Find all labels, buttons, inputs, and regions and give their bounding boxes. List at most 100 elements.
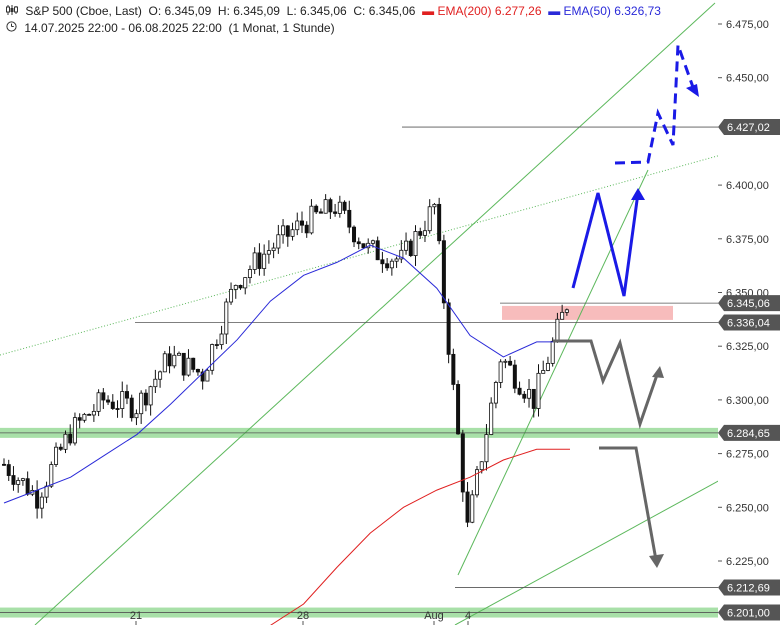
price-tick-label: 6.275,00 [726,449,769,461]
candle-body [517,387,522,395]
candle-body [63,433,68,450]
ema50-legend-value: 6.326,73 [614,4,661,18]
candle-body [82,413,87,421]
ohlc-row: S&P 500 (Cboe, Last) O: 6.345,09 H: 6.34… [6,4,661,19]
price-label-text: 6.212,69 [727,582,770,594]
candle-body [333,211,338,214]
zones-layer [0,305,718,618]
bull-dashed-arrowhead [686,84,699,97]
candle-body [129,397,134,419]
candle-body [385,263,390,269]
candle-body [370,240,375,244]
uptrend-line-steep [457,169,649,576]
candle-body [167,353,172,367]
bear-breakdown-arrowhead [649,554,664,568]
clock-icon [6,21,17,36]
candle-body [54,446,59,465]
candle-body [106,399,111,403]
candle-body [96,392,101,412]
candle-body [124,391,129,399]
candle-body [375,240,380,261]
candle-body [115,408,120,410]
candle-body [309,205,314,234]
price-label-tag [718,314,780,331]
price-label-text: 6.427,02 [727,122,770,134]
candle-body [361,243,366,249]
candle-body [177,352,182,356]
candle-body [522,393,527,399]
ema-layer [3,244,570,625]
candle-body [181,352,186,376]
candle-body [446,302,451,355]
candle-body [389,260,394,269]
low-value: L: 6.345,06 [286,4,347,18]
candle-body [342,201,347,211]
candle-body [68,433,73,444]
candle-body [295,220,300,231]
candle-body [356,241,361,245]
candle-body [219,333,224,346]
candle-body [229,288,234,303]
candle-body [120,391,125,409]
candle-body [186,357,191,376]
candle-body [318,211,323,214]
ema50-line [3,244,570,504]
candle-body [191,357,196,370]
candle-body [489,402,494,435]
open-value: O: 6.345,09 [148,4,212,18]
candle-body [134,413,139,419]
price-label-tag [718,579,780,596]
candle-body [493,382,498,404]
candle-body [380,259,385,265]
date-range-row: 14.07.2025 22:00 - 06.08.2025 22:00 (1 M… [6,21,335,36]
candle-body [470,494,475,523]
candle-body [285,225,290,237]
candle-body [153,378,158,388]
candle-body [200,371,205,382]
candle-body [172,354,177,367]
candle-body [276,234,281,249]
candle-body [512,364,517,389]
price-label-text: 6.284,65 [727,428,770,440]
candle-body [205,369,210,382]
candle-body [465,491,470,523]
candle-body [262,253,267,269]
candle-body [541,370,546,374]
candle-body [148,386,153,406]
ema200-legend-swatch: ▬ [422,4,435,18]
price-label-tag [718,424,780,441]
candle-body [404,240,409,251]
ema200-legend-value: 6.277,26 [494,4,542,18]
candle-body [238,284,243,289]
candle-body [58,446,63,450]
bear-scenario-arrowhead [652,366,664,378]
candle-body [451,353,456,385]
candle-body [474,469,479,496]
candle-body [432,203,437,208]
scenario-arrows-layer [553,44,699,568]
candle-body [323,199,328,214]
candlestick-icon [6,4,18,19]
candle-body [195,368,200,373]
candle-body [6,464,11,476]
candle-body [271,247,276,252]
ema200-legend-label: EMA(200) [437,4,492,18]
symbol-name: S&P 500 (Cboe, Last) [25,4,142,18]
price-label-text: 6.336,04 [727,317,770,329]
candle-body [49,464,54,487]
time-axis-layer: 21 28 Aug 4 [130,610,471,625]
bull-dashed-scenario [614,44,696,165]
price-label-tag [718,119,780,136]
candle-body [413,231,418,257]
candle-body [224,301,229,335]
candle-body [437,203,442,242]
candle-body [427,206,432,232]
candle-body [214,344,219,346]
candle-body [72,417,77,444]
candle-body [560,311,565,320]
candle-body [314,205,319,213]
date-range: 14.07.2025 22:00 - 06.08.2025 22:00 [24,21,222,35]
price-label-tag [718,604,780,621]
candle-body [441,240,446,304]
